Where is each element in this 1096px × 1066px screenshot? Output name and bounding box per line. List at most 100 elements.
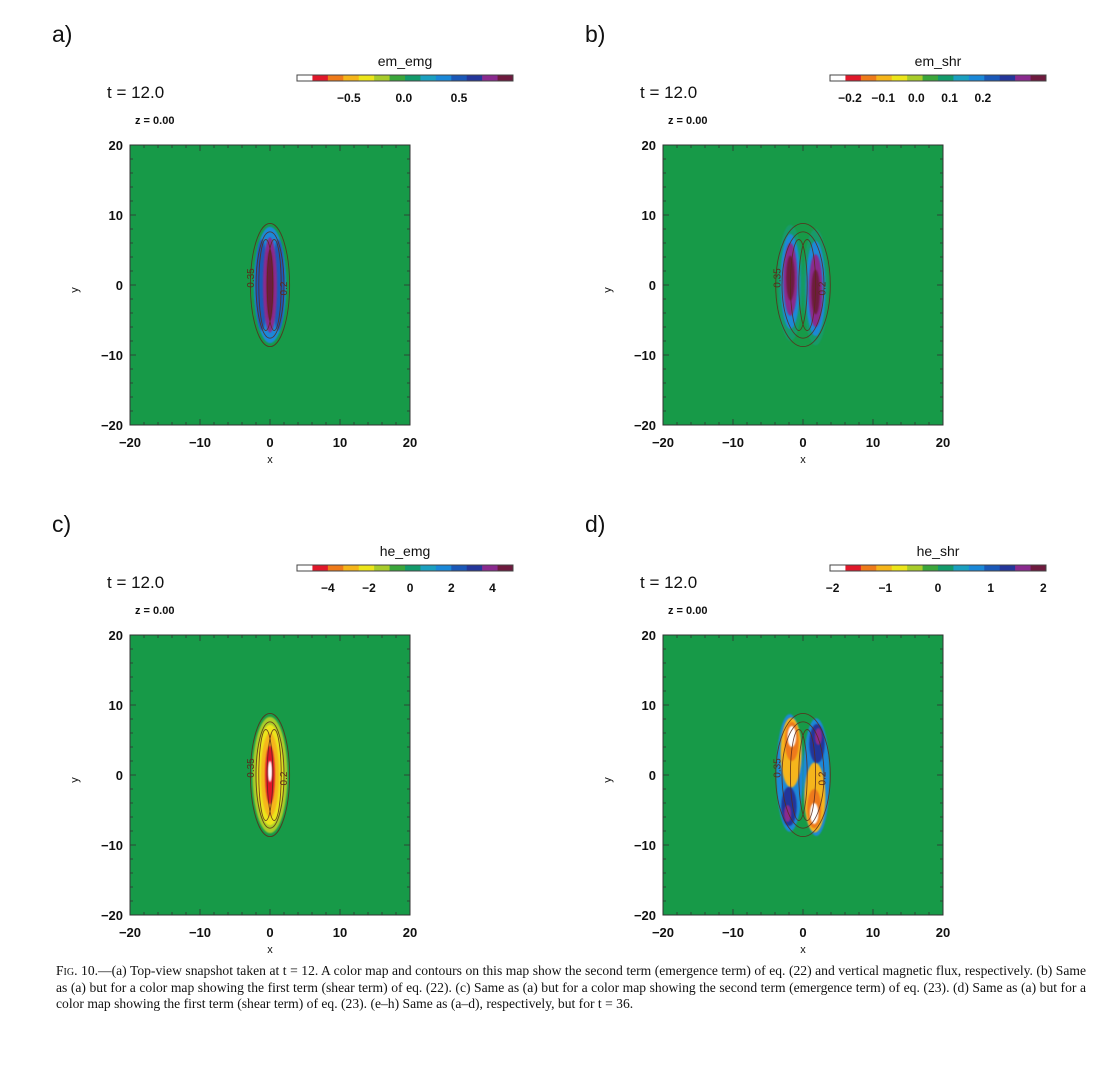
heatmap-plot: b) t = 12.0 z = 0.00 em_shr −0.2 −0.1 0.0 0.1 0.… — [585, 21, 1047, 466]
colorbar-segment — [907, 75, 924, 81]
heatmap-blob — [814, 728, 822, 745]
colorbar-segment — [845, 565, 862, 571]
y-tick-label: −20 — [634, 418, 656, 433]
colorbar-segment — [435, 565, 452, 571]
y-tick-label: 10 — [642, 208, 656, 223]
figure-caption: Fig. 10.—(a) Top-view snapshot taken at … — [56, 963, 1086, 1013]
colorbar-frame — [296, 564, 514, 572]
colorbar-segment — [420, 75, 437, 81]
x-tick-label: −10 — [722, 435, 744, 450]
flux-contour — [798, 729, 817, 821]
colorbar-segment — [891, 75, 908, 81]
x-tick-label: 10 — [866, 925, 880, 940]
colorbar-tick-label: 1 — [987, 581, 994, 595]
colorbar-tick-label: 2 — [448, 581, 455, 595]
flux-contour — [266, 729, 282, 821]
flux-contour — [775, 222, 831, 348]
y-tick-label: −10 — [101, 348, 123, 363]
colorbar-tick-label: 0.0 — [908, 91, 925, 105]
x-tick-label: 20 — [403, 435, 417, 450]
x-tick-label: −20 — [119, 925, 141, 940]
x-tick-label: −10 — [722, 925, 744, 940]
colorbar-tick-label: 0 — [935, 581, 942, 595]
y-tick-label: 20 — [109, 628, 123, 643]
colorbar-segment — [968, 565, 985, 571]
colorbar-segment — [327, 565, 344, 571]
colorbar-title: em_emg — [378, 53, 432, 69]
z-label: z = 0.00 — [668, 115, 707, 127]
colorbar-segment — [466, 75, 483, 81]
contour-label: 0.35 — [773, 758, 784, 778]
colorbar-tick-label: −2 — [362, 581, 376, 595]
colorbar-frame — [829, 564, 1047, 572]
x-tick-label: 0 — [799, 435, 806, 450]
contour-label: 0.35 — [246, 268, 257, 288]
time-label: t = 12.0 — [107, 573, 164, 592]
plot-background — [663, 145, 943, 425]
flux-contour — [255, 721, 285, 829]
colorbar-segment — [830, 75, 846, 81]
colorbar-tick-label: −2 — [826, 581, 840, 595]
colorbar-tick-label: 0.1 — [941, 91, 958, 105]
colorbar-segment — [451, 565, 468, 571]
x-tick-label: 10 — [333, 925, 347, 940]
colorbar-segment — [938, 565, 954, 571]
colorbar-segment — [482, 75, 499, 81]
heatmap-blob — [784, 805, 792, 822]
z-label: z = 0.00 — [135, 605, 174, 617]
colorbar-segment — [327, 75, 344, 81]
colorbar-tick-label: −0.1 — [871, 91, 895, 105]
colorbar-segment — [297, 565, 313, 571]
contour-label: 0.2 — [817, 771, 828, 785]
heatmap-blob — [267, 761, 273, 782]
y-axis-label: y — [69, 287, 81, 293]
y-tick-label: −20 — [101, 908, 123, 923]
caption-text: —(a) Top-view snapshot taken at t = 12. … — [56, 963, 1086, 1012]
x-tick-label: −10 — [189, 435, 211, 450]
colorbar-segment — [984, 75, 1001, 81]
y-tick-label: 0 — [116, 768, 123, 783]
y-tick-label: 0 — [116, 278, 123, 293]
colorbar-segment — [389, 565, 406, 571]
contour-label: 0.35 — [773, 268, 784, 288]
colorbar-segment — [953, 565, 970, 571]
colorbar-segment — [845, 75, 862, 81]
panel-label: c) — [52, 511, 71, 537]
colorbar-segment — [1030, 75, 1047, 81]
x-tick-label: 10 — [333, 435, 347, 450]
panel-label: d) — [585, 511, 605, 537]
colorbar-segment — [999, 565, 1016, 571]
y-tick-label: −10 — [634, 838, 656, 853]
colorbar-segment — [312, 75, 329, 81]
colorbar-segment — [907, 565, 924, 571]
x-tick-label: 20 — [936, 925, 950, 940]
colorbar-segment — [405, 75, 421, 81]
contour-label: 0.2 — [817, 281, 828, 295]
panel-c: c) t = 12.0 z = 0.00 he_emg −4 −2 0 2 4 0.35 0.2 −2… — [0, 490, 540, 970]
z-label: z = 0.00 — [135, 115, 174, 127]
flux-contour — [781, 231, 825, 339]
colorbar-segment — [1015, 565, 1032, 571]
flux-contour — [249, 712, 291, 838]
colorbar-segment — [405, 565, 421, 571]
colorbar-segment — [358, 565, 375, 571]
colorbar-segment — [999, 75, 1016, 81]
y-tick-label: 20 — [642, 628, 656, 643]
colorbar-segment — [482, 565, 499, 571]
x-tick-label: 10 — [866, 435, 880, 450]
flux-contour — [266, 239, 282, 331]
colorbar-segment — [922, 565, 939, 571]
x-axis-label: x — [267, 454, 273, 466]
colorbar-segment — [389, 75, 406, 81]
colorbar-title: em_shr — [915, 53, 962, 69]
y-tick-label: 10 — [109, 698, 123, 713]
colorbar-segment — [297, 75, 313, 81]
y-tick-label: 10 — [109, 208, 123, 223]
colorbar-tick-label: 2 — [1040, 581, 1047, 595]
figure-label: Fig. 10. — [56, 963, 99, 978]
colorbar-segment — [860, 565, 877, 571]
colorbar-tick-label: 0.5 — [451, 91, 468, 105]
panel-a: a) t = 12.0 z = 0.00 em_emg −0.5 0.0 0.5 0.35 0.… — [0, 0, 540, 480]
colorbar-segment — [497, 565, 514, 571]
